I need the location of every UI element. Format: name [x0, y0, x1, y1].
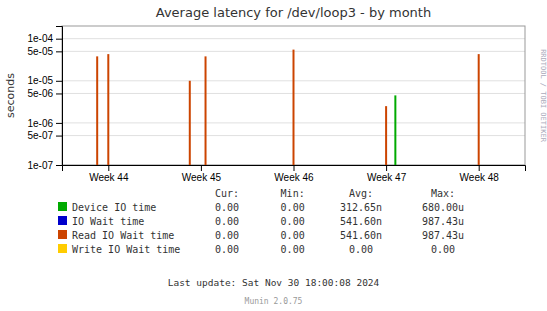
legend-swatch	[58, 230, 67, 239]
y-tick: 1e-04	[27, 33, 62, 44]
legend-stat: 0.00	[281, 202, 305, 213]
legend-header: Max:	[431, 188, 455, 199]
y-axis: 1e-07 5e-071e-06 5e-06 1e-05 5e-05 1e-04	[27, 27, 62, 171]
y-tick-mark	[56, 81, 62, 82]
spike	[107, 54, 109, 165]
y-grid	[62, 39, 525, 165]
legend-swatch	[58, 202, 67, 211]
legend-stat: 680.00u	[422, 202, 464, 213]
y-tick: 1e-05	[27, 75, 62, 86]
legend-header: Avg:	[349, 188, 373, 199]
legend-stat: 0.00	[349, 244, 373, 255]
y-tick: 5e-07	[27, 130, 62, 141]
legend-stat: 0.00	[215, 244, 239, 255]
legend-stat: 0.00	[215, 202, 239, 213]
spike	[394, 95, 396, 165]
spike	[385, 106, 387, 165]
y-tick: 1e-07	[27, 160, 62, 171]
y-tick-label: 5e-06	[27, 88, 53, 99]
y-tick-label: 1e-04	[27, 33, 53, 44]
legend-row: Read IO Wait time 0.00 0.00 541.60n 987.43u	[58, 230, 464, 241]
title: Average latency for /dev/loop3 - by mont…	[156, 5, 431, 20]
x-axis-line	[63, 166, 526, 172]
spike	[205, 56, 207, 165]
legend-label: IO Wait time	[72, 216, 144, 227]
x-tick-mark	[201, 165, 202, 171]
x-tick-label: Week 44	[89, 172, 129, 183]
y-tick-mark	[56, 93, 62, 94]
legend-stat: 0.00	[281, 230, 305, 241]
y-tick-label: 5e-05	[27, 46, 53, 57]
x-axis: Week 44 Week 45 Week 46 Week 47 Week 48	[63, 165, 526, 183]
legend-stat: 0.00	[215, 216, 239, 227]
legend-header: Min:	[281, 188, 305, 199]
plot: Week 44 Week 45 Week 46 Week 47 Week 48 1e-07…	[27, 26, 525, 183]
legend-label: Read IO Wait time	[72, 230, 174, 241]
x-tick-mark	[479, 165, 480, 171]
legend-stat: 312.65n	[340, 202, 382, 213]
x-tick-label: Week 46	[274, 172, 314, 183]
y-tick-label: 1e-06	[27, 118, 53, 129]
series-spikes	[97, 50, 479, 165]
legend-swatch	[58, 244, 67, 253]
legend-label: Write IO Wait time	[72, 244, 180, 255]
y-tick-mark	[56, 136, 62, 137]
x-tick-mark	[108, 165, 109, 171]
spike	[478, 54, 480, 165]
legend: Cur: Min: Avg: Max: Device IO time 0.00 0.00 31…	[58, 188, 464, 255]
y-tick: 1e-06	[27, 118, 62, 129]
y-axis-line	[56, 27, 63, 166]
y-tick: 5e-06	[27, 88, 62, 99]
legend-stat: 0.00	[281, 244, 305, 255]
y-tick-label: 1e-05	[27, 75, 53, 86]
legend-stat: 987.43u	[422, 216, 464, 227]
side-label: RRDTOOL / TOBI OETIKER	[539, 49, 547, 143]
x-tick: Week 46	[274, 165, 314, 183]
marks	[97, 50, 479, 165]
spike	[189, 81, 191, 165]
x-tick-label: Week 48	[460, 172, 500, 183]
legend-stat: 987.43u	[422, 230, 464, 241]
legend-row: Write IO Wait time 0.00 0.00 0.00 0.00	[58, 244, 455, 255]
legend-header: Cur:	[215, 188, 239, 199]
watermark: Munin 2.0.75	[245, 297, 303, 306]
spike	[293, 50, 295, 165]
plot-frame	[62, 26, 525, 165]
legend-row: Device IO time 0.00 0.00 312.65n 680.00u	[58, 202, 464, 213]
legend-swatch	[58, 216, 67, 225]
x-tick: Week 45	[182, 165, 222, 183]
legend-label: Device IO time	[72, 202, 156, 213]
legend-stat: 0.00	[431, 244, 455, 255]
x-tick: Week 47	[367, 165, 407, 183]
legend-stat: 0.00	[215, 230, 239, 241]
x-tick-mark	[386, 165, 387, 171]
legend-stat: 0.00	[281, 216, 305, 227]
y-tick-mark	[56, 123, 62, 124]
x-tick: Week 48	[460, 165, 500, 183]
x-tick-label: Week 45	[182, 172, 222, 183]
spike	[96, 56, 98, 165]
grid-line	[62, 38, 525, 39]
legend-stat: 541.60n	[340, 216, 382, 227]
y-tick-mark	[56, 165, 62, 166]
y-tick-label: 5e-07	[27, 130, 53, 141]
x-tick-mark	[294, 165, 295, 171]
legend-row: IO Wait time 0.00 0.00 541.60n 987.43u	[58, 216, 464, 227]
y-axis-title: seconds	[4, 73, 17, 118]
series-spikes	[395, 95, 396, 165]
footer: Last update: Sat Nov 30 18:00:08 2024	[168, 277, 380, 288]
legend-stat: 541.60n	[340, 230, 382, 241]
chart: Week 44 Week 45 Week 46 Week 47 Week 48 1e-07…	[0, 0, 547, 311]
y-tick-mark	[56, 39, 62, 40]
y-tick-label: 1e-07	[27, 160, 53, 171]
x-tick-label: Week 47	[367, 172, 407, 183]
x-tick: Week 44	[89, 165, 129, 183]
y-tick-mark	[56, 51, 62, 52]
y-tick: 5e-05	[27, 46, 62, 57]
